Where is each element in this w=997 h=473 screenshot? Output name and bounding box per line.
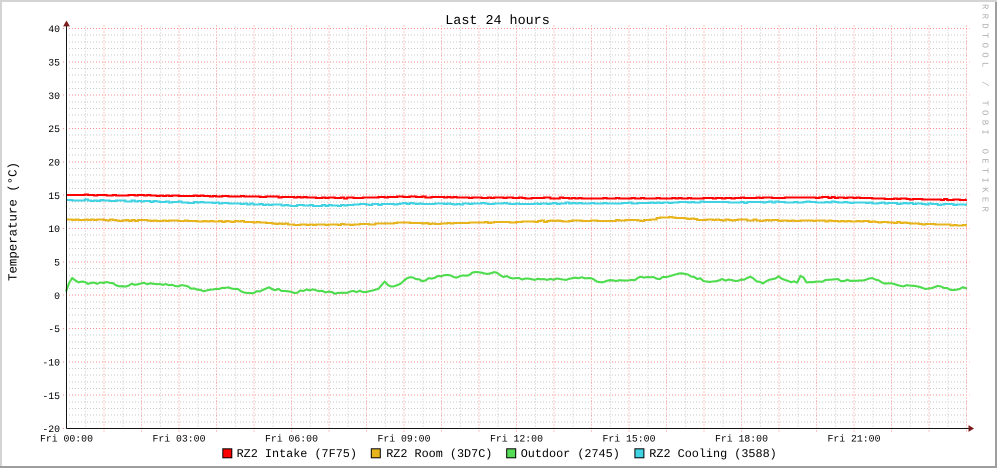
svg-text:-20: -20 xyxy=(42,424,60,435)
svg-text:10: 10 xyxy=(48,224,60,235)
svg-text:RZ2 Cooling (3588): RZ2 Cooling (3588) xyxy=(649,447,776,461)
svg-text:-15: -15 xyxy=(42,391,60,402)
svg-text:15: 15 xyxy=(48,191,60,202)
svg-text:RZ2 Room (3D7C): RZ2 Room (3D7C) xyxy=(386,447,492,461)
svg-text:RZ2 Intake (7F75): RZ2 Intake (7F75) xyxy=(237,447,357,461)
svg-text:Fri 15:00: Fri 15:00 xyxy=(603,433,656,444)
svg-text:Fri 06:00: Fri 06:00 xyxy=(265,433,318,444)
svg-text:Fri 18:00: Fri 18:00 xyxy=(715,433,768,444)
svg-text:25: 25 xyxy=(48,124,60,135)
svg-text:35: 35 xyxy=(48,57,60,68)
svg-text:5: 5 xyxy=(54,257,60,268)
svg-text:20: 20 xyxy=(48,157,60,168)
svg-text:-5: -5 xyxy=(48,324,60,335)
svg-text:RRDTOOL / TOBI OETIKER: RRDTOOL / TOBI OETIKER xyxy=(980,4,990,216)
svg-text:Last 24 hours: Last 24 hours xyxy=(445,14,549,29)
svg-text:Fri 09:00: Fri 09:00 xyxy=(378,433,431,444)
svg-text:40: 40 xyxy=(48,24,60,35)
svg-text:30: 30 xyxy=(48,91,60,102)
svg-text:Fri 21:00: Fri 21:00 xyxy=(828,433,881,444)
svg-text:Fri 03:00: Fri 03:00 xyxy=(153,433,206,444)
svg-text:Fri 00:00: Fri 00:00 xyxy=(40,433,93,444)
svg-text:Fri 12:00: Fri 12:00 xyxy=(490,433,543,444)
svg-text:Outdoor (2745): Outdoor (2745) xyxy=(521,447,620,461)
svg-text:Temperature (°C): Temperature (°C) xyxy=(7,162,21,281)
svg-text:-10: -10 xyxy=(42,357,60,368)
svg-text:0: 0 xyxy=(54,291,60,302)
